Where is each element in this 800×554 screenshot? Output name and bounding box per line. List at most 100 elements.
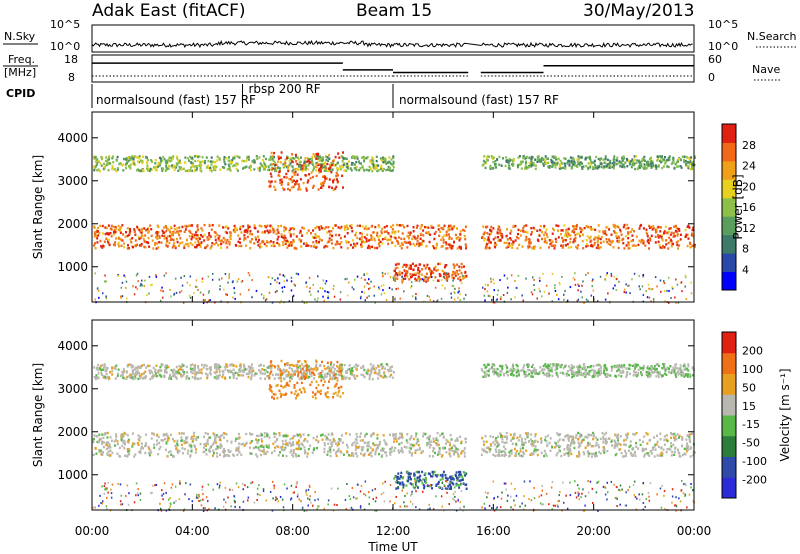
- echo-point: [424, 432, 427, 436]
- echo-point: [336, 365, 339, 368]
- echo-point: [589, 166, 592, 169]
- echo-point: [212, 449, 215, 452]
- echo-point: [441, 446, 444, 450]
- echo-point: [438, 262, 441, 265]
- echo-point: [497, 454, 500, 457]
- echo-point: [215, 370, 218, 374]
- echo-point: [276, 241, 279, 245]
- noise-point: [577, 283, 579, 286]
- echo-point: [168, 164, 170, 168]
- echo-point: [142, 237, 145, 241]
- echo-point: [617, 433, 620, 436]
- echo-point: [262, 155, 265, 158]
- echo-point: [376, 169, 379, 173]
- echo-point: [345, 240, 348, 243]
- power-colorbar-swatch: [722, 160, 736, 180]
- echo-point: [299, 168, 302, 171]
- echo-point: [188, 159, 190, 162]
- echo-point: [571, 163, 574, 166]
- noise-point: [183, 275, 186, 278]
- noise-point: [173, 292, 176, 295]
- noise-point: [364, 278, 366, 281]
- echo-point: [320, 239, 323, 242]
- echo-point: [228, 167, 231, 171]
- echo-point: [105, 443, 108, 446]
- echo-point: [184, 169, 187, 173]
- echo-point: [300, 442, 303, 445]
- echo-point: [587, 156, 589, 159]
- echo-point: [590, 452, 593, 455]
- echo-point: [403, 263, 406, 267]
- echo-point: [277, 225, 280, 228]
- echo-point: [110, 439, 113, 442]
- power-colorbar-swatch: [722, 142, 736, 162]
- echo-point: [362, 364, 365, 368]
- echo-point: [108, 158, 110, 161]
- echo-point: [123, 431, 126, 435]
- echo-point: [263, 450, 266, 453]
- echo-point: [576, 160, 579, 163]
- noise-point: [554, 287, 556, 289]
- noise-point: [414, 296, 417, 299]
- echo-point: [522, 447, 524, 450]
- echo-point: [451, 228, 454, 231]
- echo-point: [625, 438, 628, 441]
- echo-point: [635, 441, 638, 445]
- echo-point: [95, 435, 98, 438]
- echo-point: [588, 434, 591, 437]
- echo-point: [348, 367, 351, 371]
- echo-point: [489, 241, 492, 244]
- noise-point: [631, 278, 633, 281]
- echo-point: [425, 245, 428, 248]
- echo-point: [245, 165, 248, 168]
- echo-point: [605, 431, 608, 435]
- echo-point: [335, 162, 338, 166]
- echo-point: [325, 166, 327, 170]
- noise-point: [633, 272, 636, 275]
- echo-point: [137, 168, 140, 171]
- sky-left-label: N.Sky: [4, 30, 36, 43]
- echo-point: [644, 159, 646, 162]
- noise-point: [346, 277, 348, 280]
- echo-point: [261, 239, 264, 243]
- echo-point: [93, 437, 95, 441]
- echo-point: [377, 238, 380, 242]
- echo-point: [239, 364, 241, 367]
- echo-point: [346, 446, 349, 449]
- echo-point: [370, 235, 373, 239]
- echo-point: [280, 151, 283, 154]
- echo-point: [592, 437, 595, 441]
- echo-point: [356, 364, 359, 368]
- echo-point: [113, 243, 116, 247]
- echo-point: [454, 449, 457, 452]
- echo-point: [640, 238, 643, 242]
- echo-point: [176, 444, 179, 447]
- echo-point: [95, 163, 98, 166]
- echo-point: [350, 223, 353, 227]
- echo-point: [259, 445, 262, 448]
- noise-point: [403, 290, 405, 293]
- echo-point: [185, 225, 188, 228]
- echo-point: [220, 444, 223, 447]
- echo-point: [178, 244, 180, 248]
- sky-panel-frame: [91, 24, 695, 53]
- echo-point: [159, 445, 162, 449]
- echo-point: [411, 443, 414, 447]
- echo-point: [623, 166, 626, 169]
- echo-point: [666, 439, 669, 443]
- echo-point: [293, 434, 296, 438]
- echo-point: [630, 160, 632, 163]
- echo-point: [374, 443, 377, 447]
- echo-point: [412, 268, 415, 272]
- echo-point: [228, 241, 231, 244]
- echo-point: [670, 238, 672, 242]
- echo-point: [263, 372, 266, 375]
- echo-point: [551, 240, 554, 243]
- echo-point: [616, 436, 619, 439]
- echo-point: [239, 225, 242, 229]
- echo-point: [495, 450, 498, 453]
- echo-point: [331, 444, 333, 447]
- echo-point: [233, 224, 236, 228]
- echo-point: [190, 370, 193, 374]
- echo-point: [123, 246, 125, 249]
